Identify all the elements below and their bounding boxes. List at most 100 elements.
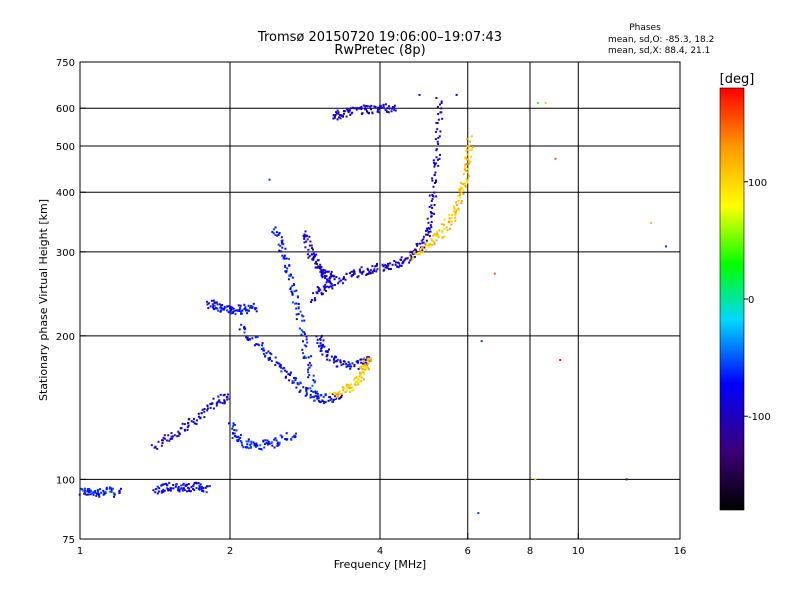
echo-point [335, 395, 338, 398]
echo-point [333, 275, 336, 278]
x-tick-label: 2 [227, 546, 233, 557]
echo-point [357, 383, 360, 386]
echo-point [466, 153, 469, 156]
echo-point [320, 349, 323, 352]
echo-point [285, 432, 288, 435]
echo-point [320, 334, 323, 337]
echo-point [301, 319, 304, 322]
echo-point [183, 423, 186, 426]
echo-point [340, 364, 343, 367]
echo-point [468, 145, 471, 148]
echo-point [307, 371, 310, 374]
echo-point [109, 487, 112, 490]
echo-point [365, 104, 368, 107]
echo-point [350, 386, 352, 389]
echo-point [453, 209, 456, 212]
echo-point [364, 356, 367, 359]
echo-point [400, 258, 402, 261]
echo-point [321, 276, 324, 279]
echo-point [275, 361, 278, 364]
echo-point [411, 258, 414, 261]
echo-point [432, 234, 435, 237]
echo-point [441, 117, 444, 120]
echo-point [326, 351, 329, 354]
echo-point [464, 165, 467, 168]
echo-point [349, 113, 352, 116]
colorbar-gradient [719, 87, 745, 511]
echo-point [435, 148, 438, 151]
echo-point [217, 395, 220, 398]
echo-point [385, 265, 388, 268]
echo-point [328, 280, 331, 283]
echo-point [439, 130, 442, 133]
echo-point [380, 106, 383, 109]
echo-point [315, 253, 318, 256]
echo-point [309, 240, 312, 243]
echo-point [199, 483, 202, 486]
echo-point [362, 270, 365, 273]
echo-point [410, 257, 413, 260]
echo-point [309, 396, 312, 399]
echo-point [451, 217, 453, 220]
echo-point [181, 489, 184, 492]
echo-point [155, 488, 158, 491]
echo-point [181, 488, 184, 491]
echo-point [87, 493, 90, 496]
colorbar-tick-label: 0 [748, 295, 754, 306]
echo-point [258, 447, 261, 450]
echo-point [426, 227, 428, 230]
echo-point [251, 307, 253, 309]
echo-point [292, 283, 295, 286]
echo-point [276, 234, 278, 237]
echo-point [333, 361, 335, 364]
echo-point [113, 492, 115, 495]
echo-point [330, 270, 333, 273]
echo-point [195, 482, 198, 485]
echo-point [313, 399, 316, 402]
echo-point [317, 396, 320, 399]
echo-point [258, 344, 261, 347]
echo-point [241, 444, 244, 447]
echo-point [344, 278, 347, 281]
echo-point [206, 407, 209, 410]
echo-point [214, 307, 217, 310]
echo-point [326, 285, 329, 288]
echo-point [391, 263, 394, 266]
echo-point [428, 227, 431, 230]
echo-point [319, 342, 322, 345]
echo-point [223, 399, 226, 402]
echo-point [247, 339, 250, 341]
echo-point [355, 107, 358, 110]
echo-point [428, 246, 431, 249]
echo-point [382, 265, 385, 268]
echo-point [281, 242, 284, 245]
echo-point [362, 359, 365, 362]
echo-point [241, 312, 244, 315]
echo-point [262, 352, 265, 355]
echo-point [431, 197, 434, 200]
echo-point [296, 295, 299, 298]
echo-point [322, 396, 325, 398]
echo-point [448, 214, 451, 216]
echo-point [232, 425, 234, 428]
echo-point [369, 105, 372, 108]
echo-point [448, 217, 451, 220]
echo-point [398, 262, 401, 265]
echo-point [340, 115, 343, 117]
echo-point [431, 212, 434, 215]
echo-point [425, 242, 428, 245]
echo-point [459, 181, 462, 184]
echo-point [200, 485, 203, 488]
echo-point [416, 253, 419, 256]
echo-point [182, 487, 185, 490]
echo-point [321, 345, 324, 348]
echo-point [347, 361, 350, 364]
echo-point [440, 223, 443, 225]
echo-point [231, 427, 234, 430]
echo-point [240, 310, 242, 313]
echo-point [181, 422, 184, 425]
echo-point [435, 179, 437, 182]
echo-point [321, 292, 324, 295]
echo-point [232, 310, 235, 313]
echo-point [370, 359, 373, 362]
